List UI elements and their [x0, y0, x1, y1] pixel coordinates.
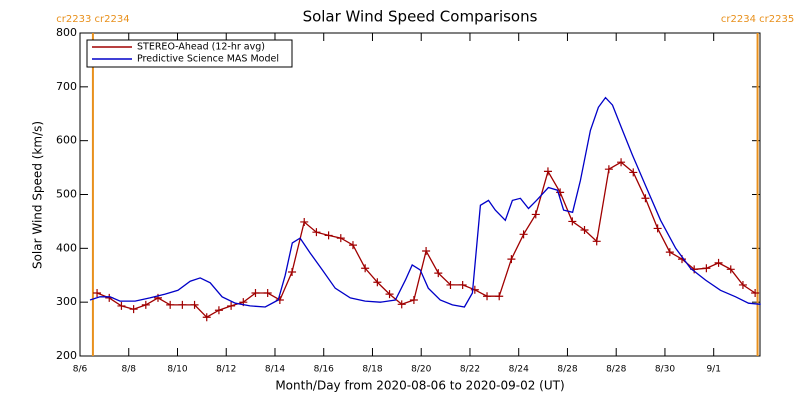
x-tick-label: 8/20	[411, 365, 431, 375]
point-marker	[592, 237, 601, 246]
point-marker	[604, 165, 613, 174]
point-marker	[361, 264, 370, 273]
point-marker	[641, 194, 650, 203]
point-marker	[617, 158, 626, 167]
legend-label: Predictive Science MAS Model	[137, 54, 279, 65]
point-marker	[288, 268, 297, 277]
point-marker	[202, 313, 211, 322]
y-axis-label: Solar Wind Speed (km/s)	[31, 121, 45, 269]
annotation: cr2234 cr2235	[721, 14, 794, 25]
point-marker	[702, 264, 711, 273]
x-tick-label: 8/16	[314, 365, 334, 375]
point-marker	[397, 300, 406, 309]
point-marker	[507, 255, 516, 264]
x-tick-label: 8/28	[557, 365, 577, 375]
x-tick-label: 8/8	[122, 365, 137, 375]
legend-box	[86, 39, 293, 68]
y-tick-label: 500	[56, 188, 77, 201]
point-marker	[190, 300, 199, 309]
point-marker	[665, 248, 674, 257]
annotation: cr2233 cr2234	[56, 14, 129, 25]
point-marker	[483, 292, 492, 301]
x-tick-label: 8/18	[362, 365, 382, 375]
point-marker	[324, 231, 333, 240]
point-marker	[312, 228, 321, 237]
y-tick-label: 400	[56, 241, 77, 254]
point-marker	[227, 301, 236, 310]
x-tick-label: 8/10	[167, 365, 187, 375]
y-tick-label: 700	[56, 80, 77, 93]
x-tick-label: 8/24	[509, 365, 529, 375]
point-marker	[458, 280, 467, 289]
point-marker	[580, 226, 589, 235]
point-marker	[543, 167, 552, 176]
point-marker	[434, 269, 443, 278]
point-marker	[738, 280, 747, 289]
point-marker	[214, 306, 223, 315]
x-tick-label: 8/12	[216, 365, 236, 375]
point-marker	[263, 289, 272, 298]
point-marker	[178, 300, 187, 309]
x-tick-label: 8/30	[655, 365, 675, 375]
point-marker	[300, 217, 309, 226]
point-marker	[251, 289, 260, 298]
point-marker	[385, 290, 394, 299]
point-marker	[373, 278, 382, 287]
point-marker	[714, 258, 723, 267]
point-marker	[519, 230, 528, 239]
x-axis-label: Month/Day from 2020-08-06 to 2020-09-02 …	[275, 379, 564, 393]
chart-title: Solar Wind Speed Comparisons	[303, 8, 538, 26]
point-marker	[495, 292, 504, 301]
x-tick-label: 9/1	[706, 365, 720, 375]
x-tick-label: 8/22	[460, 365, 480, 375]
point-marker	[446, 280, 455, 289]
point-marker	[141, 300, 150, 309]
x-tick-label: 8/28	[606, 365, 626, 375]
y-tick-label: 800	[56, 26, 77, 39]
point-marker	[153, 293, 162, 302]
point-marker	[422, 247, 431, 256]
y-tick-label: 300	[56, 295, 77, 308]
point-marker	[348, 241, 357, 250]
point-marker	[117, 301, 126, 310]
point-marker	[726, 265, 735, 274]
series-line	[89, 96, 761, 308]
y-tick-label: 200	[56, 349, 77, 362]
point-marker	[629, 168, 638, 177]
point-marker	[531, 210, 540, 219]
y-tick-label: 600	[56, 134, 77, 147]
point-marker	[568, 217, 577, 226]
point-marker	[751, 289, 760, 298]
point-marker	[409, 296, 418, 305]
point-marker	[93, 289, 102, 298]
point-marker	[653, 224, 662, 233]
point-marker	[129, 305, 138, 314]
legend-label: STEREO-Ahead (12-hr avg)	[137, 42, 265, 53]
x-tick-label: 8/14	[265, 365, 285, 375]
point-marker	[556, 188, 565, 197]
point-marker	[166, 300, 175, 309]
point-marker	[336, 234, 345, 243]
x-tick-label: 8/6	[73, 365, 88, 375]
